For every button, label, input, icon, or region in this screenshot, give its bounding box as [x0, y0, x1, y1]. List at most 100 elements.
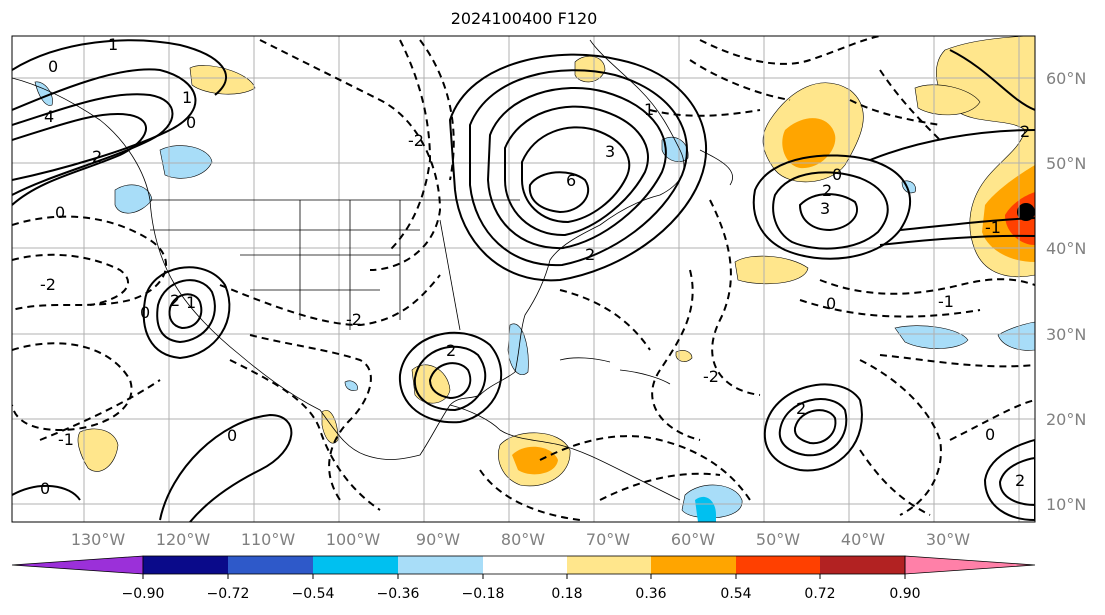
lat-label: 30°N: [1046, 325, 1086, 344]
contour-positive: [983, 438, 1035, 522]
contour-label: 2: [796, 399, 806, 418]
colorbar-tick-label: 0.54: [720, 586, 751, 602]
contour-label: 2: [585, 245, 595, 264]
contour-label: -2: [40, 275, 56, 294]
positive-anomaly-region: [914, 84, 981, 116]
contour-label: 0: [186, 113, 196, 132]
colorbar-tick-label: −0.72: [207, 586, 250, 602]
colorbar-segment: [651, 556, 736, 574]
contour-label: 2: [1020, 122, 1030, 141]
contour-positive: [428, 362, 472, 400]
contour-negative: [799, 299, 981, 318]
map-frame: [11, 35, 1036, 523]
lon-label: 100°W: [326, 530, 381, 549]
lat-label: 60°N: [1046, 69, 1086, 88]
colorbar-segment: [313, 556, 398, 574]
contour-label: -2: [703, 367, 719, 386]
contour-label: 1: [186, 293, 196, 312]
contour-negative: [949, 399, 1035, 441]
contour-negative: [389, 39, 432, 251]
contour-negative: [479, 469, 581, 521]
coastlines: [12, 39, 733, 501]
latitude-axis: 60°N 50°N 40°N 30°N 20°N 10°N: [1046, 69, 1086, 514]
contour-lines: [12, 36, 1035, 522]
contour-positive: [521, 126, 631, 224]
contour-label: 2: [170, 291, 180, 310]
contour-label: 0: [826, 294, 836, 313]
colorbar-tick-label: 0.90: [889, 586, 920, 602]
contour-negative: [859, 359, 942, 516]
contour-zero: [12, 484, 81, 501]
colorbar-segment: [736, 556, 820, 574]
contour-label: 6: [566, 171, 576, 190]
map-title: 2024100400 F120: [450, 9, 598, 28]
positive-anomaly-region: [574, 55, 606, 83]
contour-positive: [469, 69, 688, 267]
contour-negative: [259, 39, 442, 271]
contour-negative: [599, 472, 721, 501]
lat-label: 20°N: [1046, 410, 1086, 429]
colorbar-segment: [567, 556, 651, 574]
lon-label: 110°W: [241, 530, 296, 549]
lon-label: 50°W: [756, 530, 800, 549]
contour-negative: [651, 269, 701, 441]
contour-positive: [793, 409, 837, 445]
colorbar-overflow-triangle: [904, 555, 1036, 575]
contour-label: 0: [40, 479, 50, 498]
contour-negative: [649, 109, 761, 117]
positive-anomaly-core: [512, 446, 558, 475]
contour-positive: [142, 266, 231, 360]
contour-positive: [12, 93, 174, 196]
contour-negative: [689, 59, 791, 101]
negative-anomaly-region: [507, 323, 529, 376]
lon-label: 80°W: [501, 530, 545, 549]
colorbar-segment: [820, 556, 905, 574]
contour-label: 2: [446, 341, 456, 360]
positive-anomaly-region: [675, 350, 693, 362]
contour-label: 0: [55, 203, 65, 222]
contour-positive: [156, 279, 216, 344]
colorbar-tick-label: −0.18: [462, 586, 505, 602]
negative-anomaly-region: [344, 380, 358, 391]
contour-positive: [778, 398, 848, 457]
colorbar-segment: [228, 556, 313, 574]
lon-label: 40°W: [841, 530, 885, 549]
colorbar-tick-label: 0.18: [551, 586, 582, 602]
contour-label: -1: [938, 292, 954, 311]
longitude-axis: 130°W 120°W 110°W 100°W 90°W 80°W 70°W 6…: [71, 530, 970, 549]
contour-negative: [819, 278, 1035, 295]
high-value-marker: [1017, 203, 1035, 221]
contour-negative: [849, 99, 941, 126]
contour-negative: [859, 449, 931, 516]
contour-positive: [899, 217, 1035, 231]
colorbar-segment: [483, 556, 567, 574]
colorbar-segment: [398, 556, 483, 574]
contour-label: 1: [108, 35, 118, 54]
contour-positive: [12, 113, 147, 206]
contour-positive: [869, 129, 1035, 161]
contour-negative: [419, 39, 455, 181]
contour-label: -2: [408, 131, 424, 150]
colorbar-tick-label: −0.90: [122, 586, 165, 602]
contour-positive: [12, 68, 197, 181]
contour-label: 0: [832, 165, 842, 184]
negative-anomaly-region: [661, 136, 689, 162]
contour-positive: [798, 193, 858, 232]
contour-label: 0: [140, 303, 150, 322]
contour-label: -1: [985, 218, 1001, 237]
positive-anomaly-region: [189, 65, 256, 95]
contour-negative: [879, 354, 1035, 368]
contour-positive: [998, 456, 1035, 507]
colorbar-tick-label: 0.72: [804, 586, 835, 602]
colorbar-tick-label: 0.36: [635, 586, 666, 602]
contour-negative: [12, 253, 129, 306]
contour-negative: [879, 69, 941, 141]
contour-positive: [949, 49, 1035, 111]
contour-negative: [699, 36, 881, 65]
contour-label: 2: [1015, 471, 1025, 490]
negative-anomaly-region: [159, 145, 213, 179]
lon-label: 120°W: [156, 530, 211, 549]
contour-label: 1: [644, 100, 654, 119]
contour-negative: [709, 199, 761, 396]
